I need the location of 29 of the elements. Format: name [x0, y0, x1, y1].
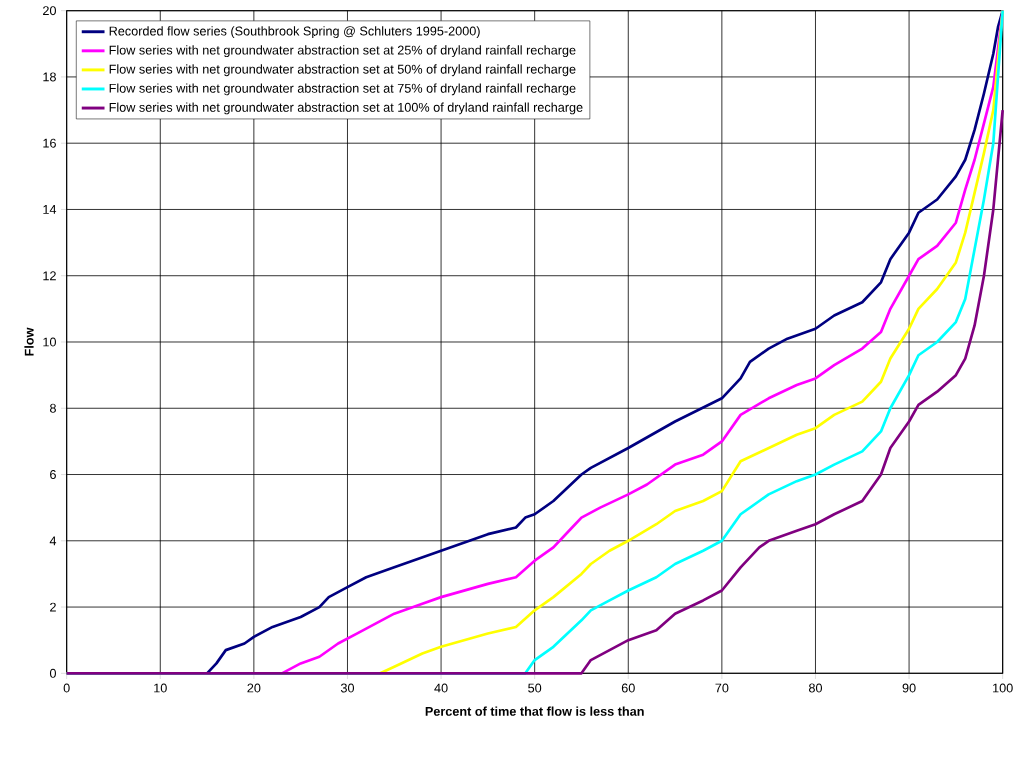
x-tick-label: 40 — [434, 683, 448, 693]
x-tick-label: 30 — [340, 683, 355, 693]
y-tick-label: 16 — [43, 138, 56, 148]
x-tick-label: 90 — [902, 683, 916, 693]
y-tick-label: 10 — [43, 337, 56, 347]
x-axis-title: Percent of time that flow is less than — [425, 706, 644, 716]
legend-label: Flow series with net groundwater abstraction set at 25% of dryland rainfall recharge — [109, 45, 576, 58]
legend-label: Flow series with net groundwater abstraction set at 50% of dryland rainfall recharge — [109, 64, 576, 77]
y-tick-label: 12 — [43, 271, 56, 281]
x-tick-label: 80 — [808, 683, 823, 693]
y-tick-label: 4 — [49, 536, 57, 546]
y-tick-label: 8 — [49, 403, 56, 413]
x-tick-label: 100 — [993, 683, 1013, 693]
legend-label: Flow series with net groundwater abstraction set at 100% of dryland rainfall recharge — [109, 102, 583, 115]
x-tick-label: 20 — [247, 683, 261, 693]
x-tick-label: 60 — [621, 683, 635, 693]
x-tick-label: 10 — [154, 683, 167, 693]
x-tick-label: 70 — [715, 683, 729, 693]
y-tick-label: 18 — [43, 72, 56, 82]
x-tick-label: 50 — [528, 683, 542, 693]
legend-label: Flow series with net groundwater abstraction set at 75% of dryland rainfall recharge — [109, 83, 576, 96]
y-tick-label: 14 — [43, 205, 57, 214]
y-tick-label: 6 — [50, 470, 56, 480]
y-axis-title: Flow — [24, 327, 34, 356]
y-tick-label: 20 — [43, 6, 56, 16]
x-tick-label: 0 — [63, 683, 70, 693]
y-tick-label: 2 — [50, 602, 56, 612]
legend-label: Recorded flow series (Southbrook Spring @ Schluters 1995-2000) — [109, 26, 480, 39]
y-tick-label: 0 — [49, 669, 56, 678]
